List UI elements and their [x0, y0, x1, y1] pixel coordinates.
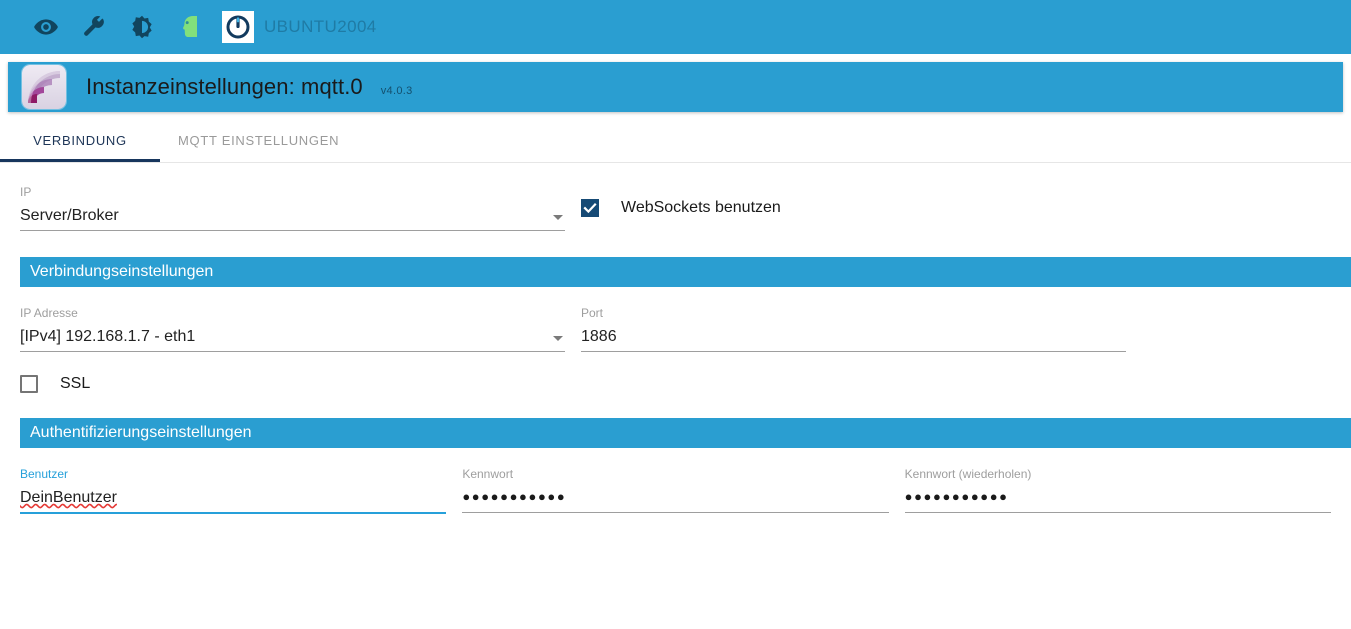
field-user-label: Benutzer: [20, 467, 69, 481]
adapter-header-wrap: Instanzeinstellungen: mqtt.0 v4.0.3: [0, 54, 1351, 112]
field-password-label: Kennwort: [462, 467, 514, 481]
row-type: IP Server/Broker WebSockets benutzen: [0, 163, 1351, 231]
iobroker-logo-icon[interactable]: [222, 11, 254, 43]
websockets-checkbox-row[interactable]: WebSockets benutzen: [581, 185, 781, 231]
field-port[interactable]: Port 1886: [581, 306, 1126, 352]
ssl-checkbox-label[interactable]: SSL: [60, 375, 91, 392]
field-type-value: Server/Broker: [20, 207, 119, 224]
field-type[interactable]: IP Server/Broker: [20, 185, 565, 231]
eye-icon[interactable]: [22, 7, 70, 47]
field-port-control[interactable]: 1886: [581, 322, 1126, 352]
connection-section: Verbindungseinstellungen IP Adresse [IPv…: [0, 257, 1351, 393]
chevron-down-icon[interactable]: [553, 215, 563, 220]
chevron-down-icon[interactable]: [553, 336, 563, 341]
os-taskbar: UBUNTU2004: [0, 0, 1351, 54]
brightness-icon[interactable]: [118, 7, 166, 47]
field-password-repeat-label: Kennwort (wiederholen): [904, 467, 1032, 481]
wrench-icon[interactable]: [70, 7, 118, 47]
field-password-value[interactable]: ●●●●●●●●●●●: [462, 489, 567, 504]
row-credentials: Benutzer DeinBenutzer Kennwort ●●●●●●●●●…: [0, 448, 1351, 514]
ssl-checkbox-row[interactable]: SSL: [20, 375, 90, 393]
field-user[interactable]: Benutzer DeinBenutzer: [20, 467, 447, 514]
adapter-header: Instanzeinstellungen: mqtt.0 v4.0.3: [8, 62, 1343, 112]
field-password-control[interactable]: ●●●●●●●●●●●: [462, 483, 889, 513]
adapter-version: v4.0.3: [380, 85, 413, 97]
row-ssl: SSL: [0, 352, 1351, 393]
field-password-repeat[interactable]: Kennwort (wiederholen) ●●●●●●●●●●●: [904, 467, 1331, 514]
field-password[interactable]: Kennwort ●●●●●●●●●●●: [462, 467, 889, 514]
field-type-label: IP: [20, 185, 32, 199]
websockets-checkbox[interactable]: [581, 199, 599, 217]
field-user-control[interactable]: DeinBenutzer: [20, 483, 447, 514]
tab-verbindung[interactable]: VERBINDUNG: [0, 118, 160, 162]
head-profile-icon[interactable]: [166, 7, 214, 47]
field-password-repeat-value[interactable]: ●●●●●●●●●●●: [904, 489, 1009, 504]
field-ip-address[interactable]: IP Adresse [IPv4] 192.168.1.7 - eth1: [20, 306, 565, 352]
settings-panel: IP Server/Broker WebSockets benutzen Ver…: [0, 163, 1351, 514]
field-ip-address-control[interactable]: [IPv4] 192.168.1.7 - eth1: [20, 322, 565, 352]
field-port-value: 1886: [581, 328, 617, 345]
field-port-label: Port: [581, 306, 604, 320]
tab-mqtt-einstellungen[interactable]: MQTT EINSTELLUNGEN: [178, 132, 340, 148]
field-ip-address-value: [IPv4] 192.168.1.7 - eth1: [20, 328, 196, 345]
window-title: UBUNTU2004: [264, 17, 377, 36]
row-ip-port: IP Adresse [IPv4] 192.168.1.7 - eth1 Por…: [0, 287, 1351, 352]
field-user-value[interactable]: DeinBenutzer: [20, 489, 117, 506]
connection-section-title: Verbindungseinstellungen: [20, 257, 1351, 287]
mqtt-adapter-logo: [22, 65, 66, 109]
auth-section: Authentifizierungseinstellungen Benutzer…: [0, 418, 1351, 514]
field-ip-address-label: IP Adresse: [20, 306, 78, 320]
field-password-repeat-control[interactable]: ●●●●●●●●●●●: [904, 483, 1331, 513]
page-title: Instanzeinstellungen: mqtt.0: [86, 74, 363, 99]
auth-section-title: Authentifizierungseinstellungen: [20, 418, 1351, 448]
tab-bar: VERBINDUNG MQTT EINSTELLUNGEN: [0, 118, 1351, 163]
field-type-control[interactable]: Server/Broker: [20, 201, 565, 231]
ssl-checkbox[interactable]: [20, 375, 38, 393]
websockets-checkbox-label[interactable]: WebSockets benutzen: [621, 199, 781, 216]
